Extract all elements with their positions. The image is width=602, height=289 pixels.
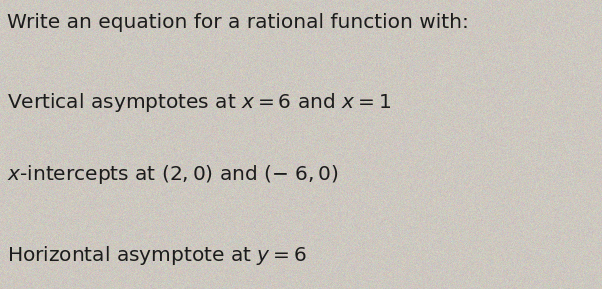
Text: Vertical asymptotes at $x = 6$ and $x = 1$: Vertical asymptotes at $x = 6$ and $x = …	[7, 91, 391, 114]
Text: $x$-intercepts at $(2, 0)$ and $(-\ 6, 0)$: $x$-intercepts at $(2, 0)$ and $(-\ 6, 0…	[7, 163, 339, 186]
Text: Horizontal asymptote at $y = 6$: Horizontal asymptote at $y = 6$	[7, 244, 307, 267]
Text: Write an equation for a rational function with:: Write an equation for a rational functio…	[7, 13, 469, 32]
